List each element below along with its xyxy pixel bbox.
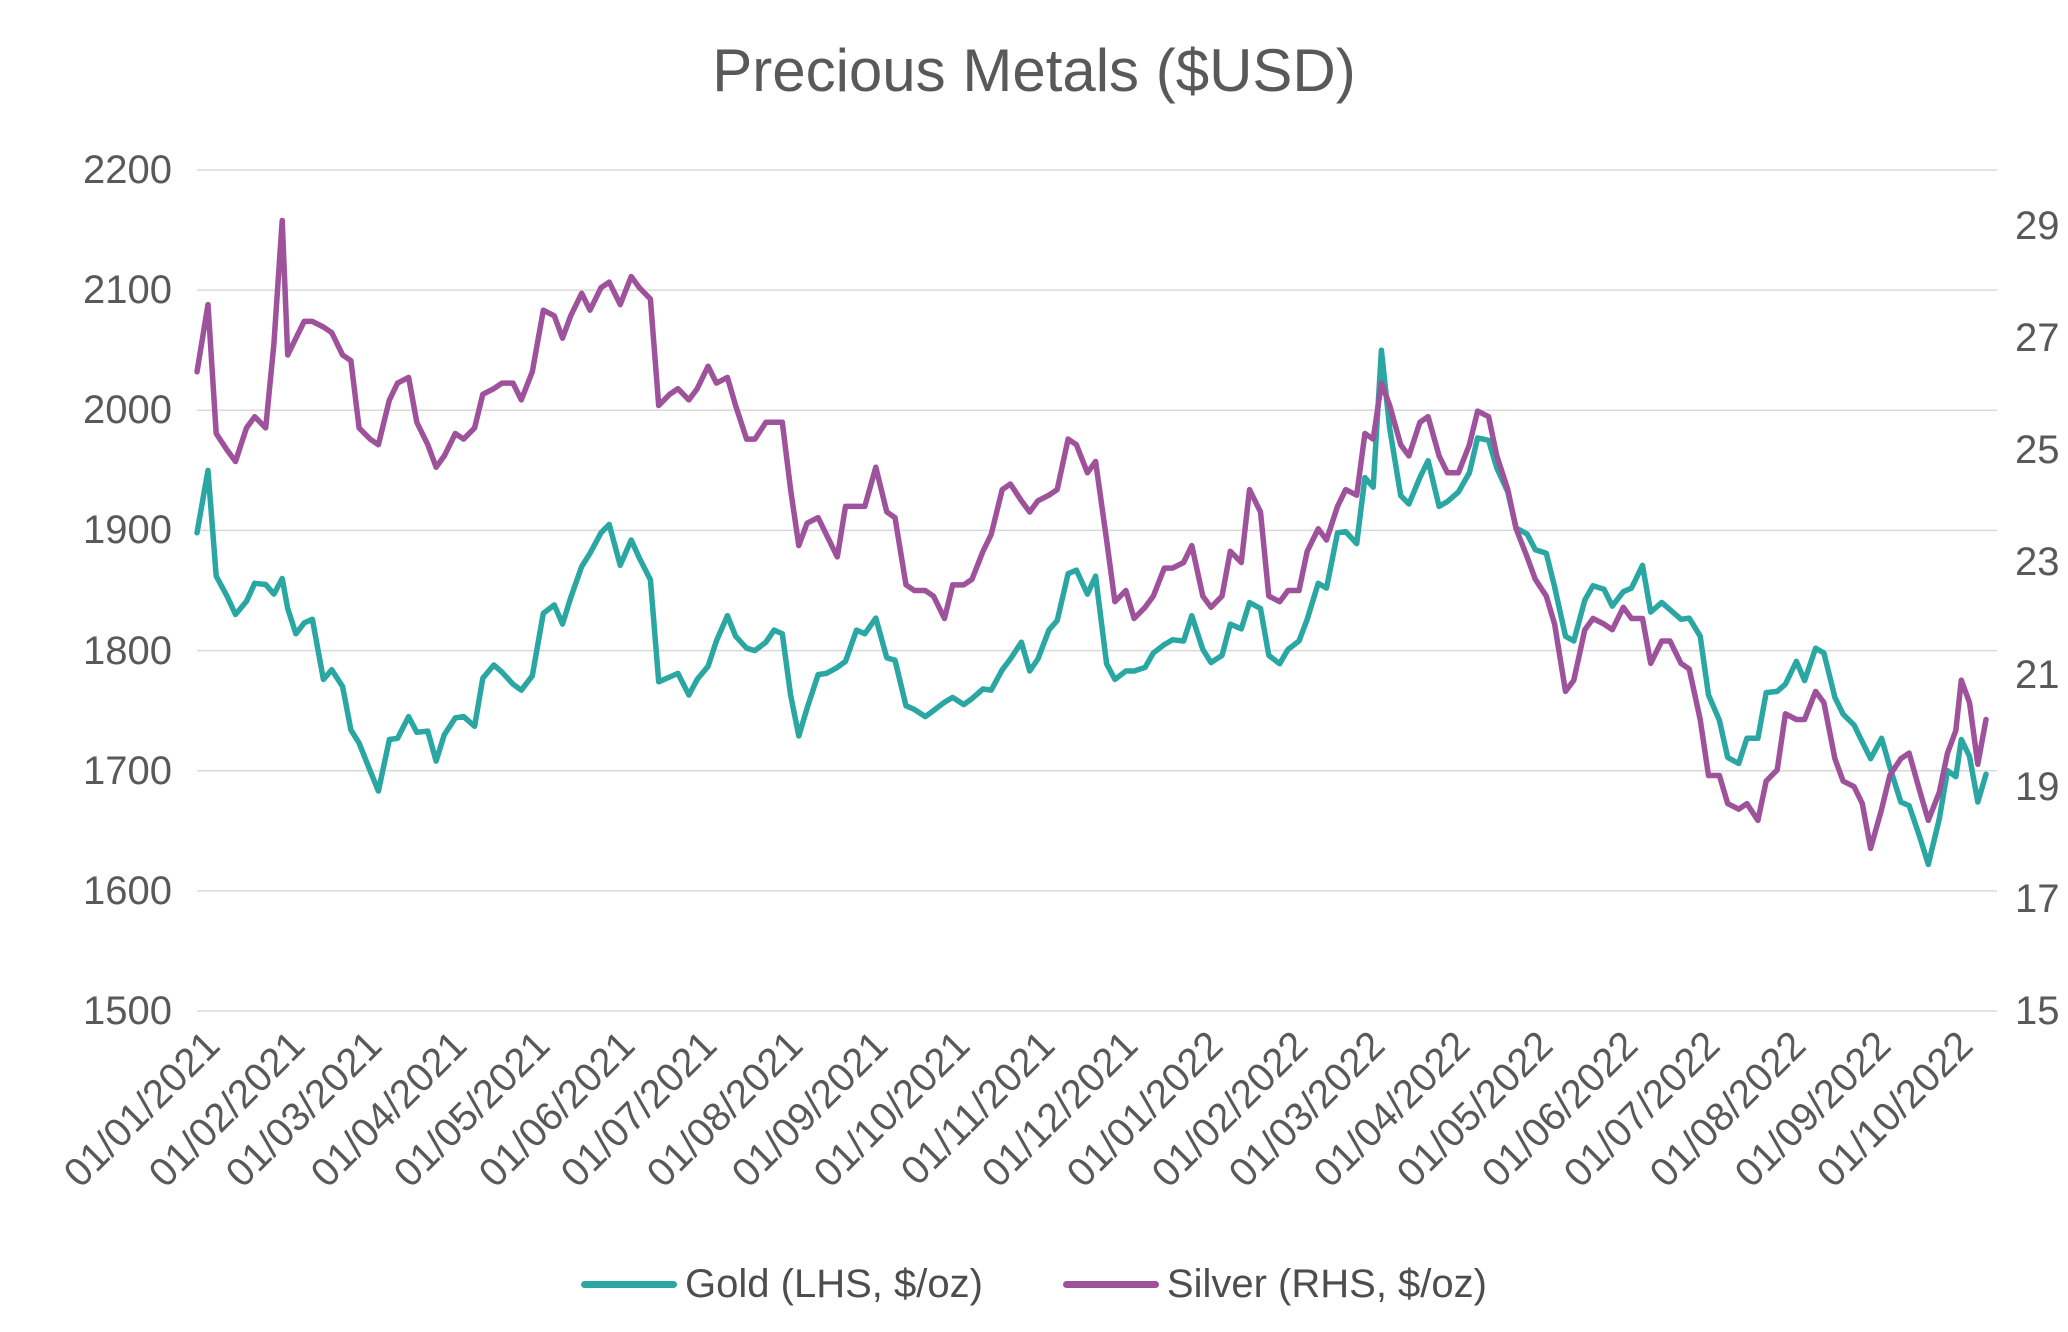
legend-item-silver: Silver (RHS, $/oz) [1062, 1262, 1487, 1307]
y-right-tick-label: 15 [2015, 989, 2060, 1033]
legend-label-gold: Gold (LHS, $/oz) [685, 1262, 983, 1306]
y-left-tick-label: 1600 [83, 869, 172, 913]
y-right-tick-label: 29 [2015, 204, 2060, 248]
y-right-tick-label: 17 [2015, 877, 2060, 921]
silver-line [194, 217, 1989, 852]
y-axis-left: 2200 2100 2000 1900 1800 1700 1600 1500 [0, 0, 172, 1332]
y-left-tick-label: 1800 [83, 629, 172, 673]
y-left-tick-label: 1700 [83, 749, 172, 793]
chart-title: Precious Metals ($USD) [712, 37, 1356, 104]
gold-line-swatch [581, 1281, 678, 1288]
y-left-tick-label: 2000 [83, 388, 172, 432]
silver-line-swatch [1062, 1281, 1159, 1288]
y-left-tick-label: 2100 [83, 268, 172, 312]
y-axis-right: 29 27 25 23 21 19 17 15 [2015, 0, 2068, 1332]
y-right-tick-label: 21 [2015, 653, 2060, 697]
legend-item-gold: Gold (LHS, $/oz) [581, 1262, 983, 1307]
y-left-tick-label: 2200 [83, 148, 172, 192]
y-right-tick-label: 27 [2015, 316, 2060, 360]
y-left-tick-label: 1500 [83, 989, 172, 1033]
gold-line [194, 347, 1989, 868]
legend-label-silver: Silver (RHS, $/oz) [1166, 1262, 1487, 1306]
y-right-tick-label: 25 [2015, 428, 2060, 472]
y-right-tick-label: 19 [2015, 765, 2060, 809]
legend: Gold (LHS, $/oz) Silver (RHS, $/oz) [0, 1262, 2068, 1307]
y-right-tick-label: 23 [2015, 540, 2060, 584]
y-left-tick-label: 1900 [83, 508, 172, 552]
